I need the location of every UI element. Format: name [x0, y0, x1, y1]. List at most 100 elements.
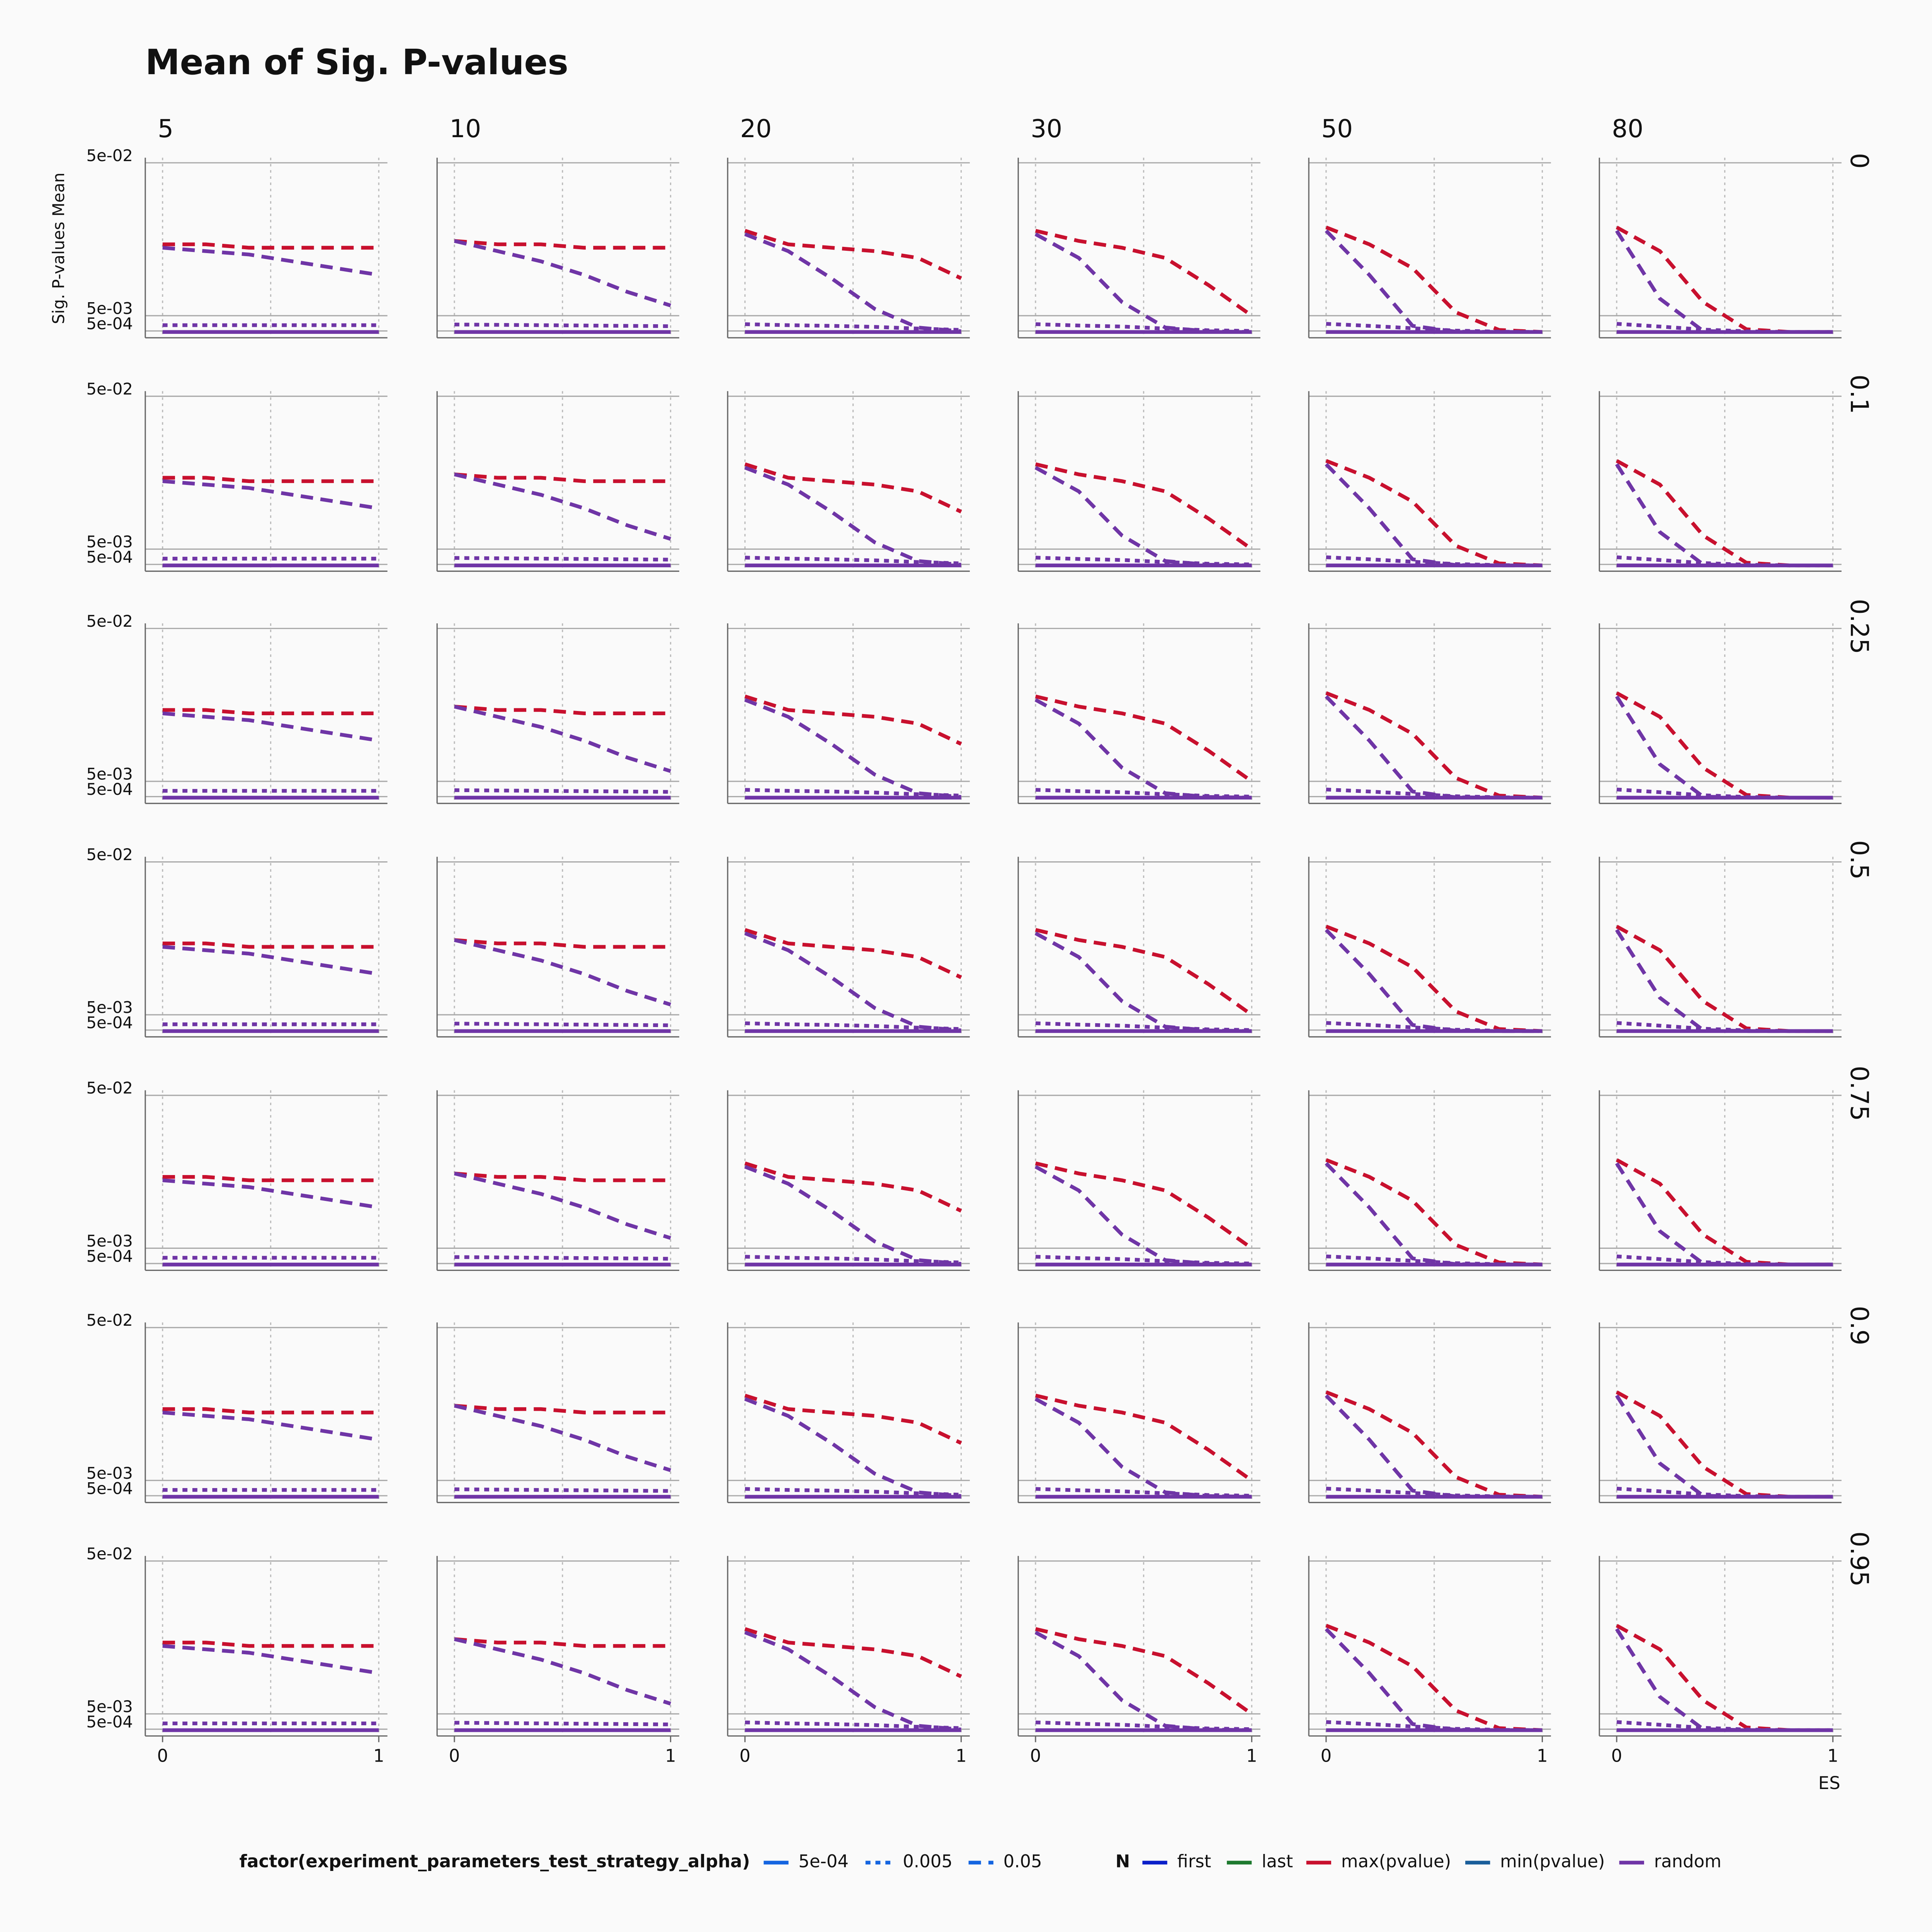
- line-series: [1035, 1161, 1253, 1250]
- line-series: [1616, 1390, 1833, 1499]
- line-series: [1035, 1627, 1253, 1716]
- line-series: [1035, 694, 1253, 783]
- y-tick-label: 5e-04: [86, 1013, 133, 1032]
- x-tick-label: 1: [1827, 1745, 1838, 1766]
- panel: [1308, 1090, 1551, 1271]
- y-tick-label: 5e-02: [86, 845, 133, 864]
- line-series: [454, 704, 671, 716]
- y-tick-label: 5e-04: [86, 1713, 133, 1731]
- line-series: [162, 1410, 379, 1442]
- line-series: [1616, 226, 1833, 334]
- legend-label: random: [1654, 1851, 1721, 1871]
- row-label: 0.95: [1845, 1531, 1874, 1587]
- line-series: [1616, 925, 1833, 1033]
- y-tick-label: 5e-02: [86, 1311, 133, 1330]
- line-series: [1035, 928, 1253, 1017]
- y-tick-label: 5e-04: [86, 1247, 133, 1265]
- line-series: [454, 704, 671, 773]
- line-series: [1034, 232, 1252, 334]
- line-series: [1035, 229, 1253, 317]
- row-label: 0.1: [1845, 374, 1874, 414]
- line-series: [454, 1721, 671, 1726]
- line-series: [162, 1178, 379, 1209]
- line-series: [1325, 1624, 1543, 1732]
- x-tick-label: 0: [1030, 1745, 1041, 1766]
- line-series: [162, 1175, 379, 1182]
- y-tick-label: 5e-03: [86, 998, 133, 1017]
- line-series: [162, 1644, 379, 1675]
- panel: [1017, 391, 1260, 572]
- line-series: [1325, 1158, 1543, 1267]
- line-series: [454, 473, 671, 541]
- legend-label: first: [1177, 1851, 1211, 1871]
- line-series: [1034, 698, 1252, 800]
- line-series: [1325, 1390, 1543, 1499]
- x-tick-label: 0: [1321, 1745, 1332, 1766]
- legend-label: 0.005: [903, 1851, 952, 1871]
- line-series: [454, 239, 671, 308]
- panel: [727, 1322, 970, 1503]
- panel: [1599, 857, 1842, 1038]
- line-series: [745, 1720, 961, 1730]
- line-series: [454, 1404, 671, 1472]
- line-series: [1616, 691, 1833, 800]
- panel: [727, 857, 970, 1038]
- column-label: 10: [449, 114, 481, 143]
- line-series: [745, 1255, 961, 1265]
- panel: [727, 623, 970, 804]
- line-series: [1616, 1624, 1833, 1732]
- line-series: [744, 694, 962, 746]
- line-series: [454, 1637, 671, 1648]
- line-series: [454, 1172, 671, 1182]
- y-tick-label: 5e-02: [86, 612, 133, 631]
- line-series: [162, 246, 379, 277]
- line-series: [744, 1627, 962, 1679]
- line-series: [744, 1162, 962, 1213]
- line-series: [454, 239, 671, 250]
- panel: [1308, 857, 1551, 1038]
- panel: [1017, 1090, 1260, 1271]
- column-label: 20: [740, 114, 772, 143]
- panel: [436, 391, 679, 572]
- panel: [1017, 623, 1260, 804]
- line-series: [454, 1637, 671, 1706]
- x-tick-label: 0: [740, 1745, 751, 1766]
- y-tick-label: 5e-03: [86, 1231, 133, 1250]
- column-label: 80: [1612, 114, 1643, 143]
- legend-label: last: [1262, 1851, 1293, 1871]
- x-tick-label: 1: [1537, 1745, 1548, 1766]
- x-tick-label: 1: [373, 1745, 384, 1766]
- line-series: [454, 1487, 671, 1493]
- x-tick-label: 1: [1246, 1745, 1257, 1766]
- panel: [1599, 623, 1842, 804]
- panel: [1308, 158, 1551, 338]
- row-label: 0: [1845, 153, 1874, 169]
- legend-label: 0.05: [1003, 1851, 1042, 1871]
- panel: [1017, 158, 1260, 338]
- line-series: [1325, 691, 1543, 800]
- panel: [436, 857, 679, 1038]
- legend-title: factor(experiment_parameters_test_strate…: [240, 1851, 750, 1871]
- line-series: [162, 711, 379, 743]
- line-series: [745, 788, 961, 798]
- line-series: [1035, 462, 1253, 551]
- line-series: [454, 1172, 671, 1240]
- y-tick-label: 5e-04: [86, 314, 133, 333]
- line-series: [454, 938, 671, 1007]
- line-series: [1616, 1158, 1833, 1267]
- line-series: [745, 1487, 961, 1497]
- line-series: [1034, 1397, 1252, 1499]
- x-tick-label: 0: [1611, 1745, 1622, 1766]
- y-tick-label: 5e-04: [86, 1479, 133, 1498]
- panel: [1308, 391, 1551, 572]
- y-tick-label: 5e-03: [86, 1464, 133, 1483]
